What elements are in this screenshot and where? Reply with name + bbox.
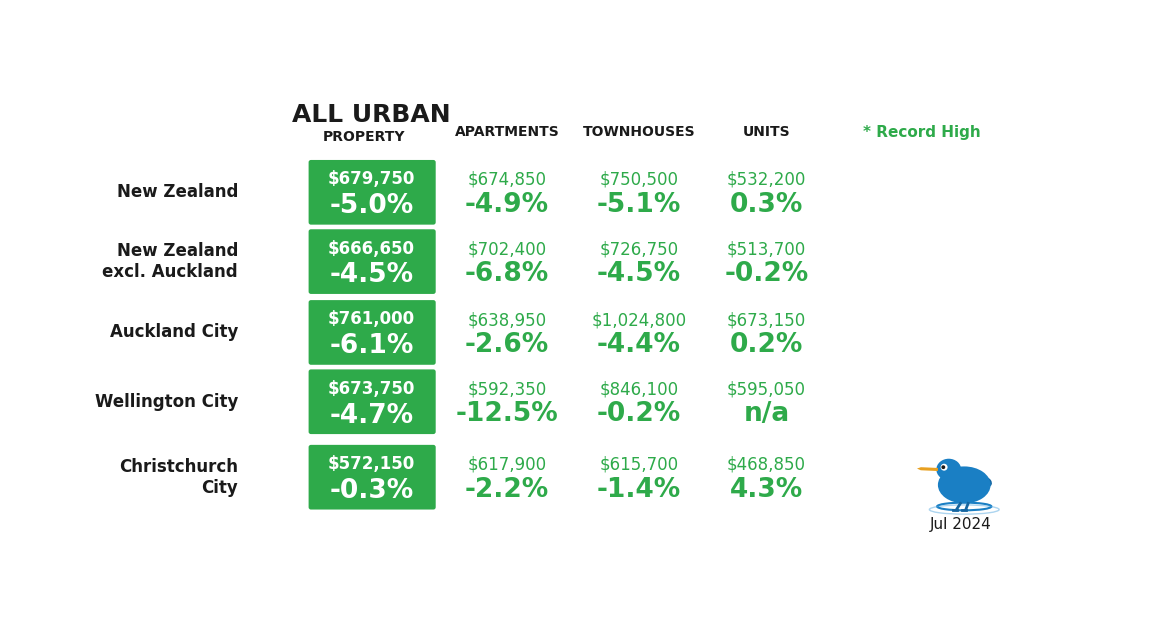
Ellipse shape — [942, 465, 945, 469]
Text: -2.2%: -2.2% — [465, 477, 549, 502]
FancyBboxPatch shape — [308, 445, 435, 509]
Text: -5.0%: -5.0% — [330, 193, 414, 219]
Ellipse shape — [938, 467, 991, 504]
Text: 0.2%: 0.2% — [730, 332, 804, 358]
Text: $761,000: $761,000 — [327, 310, 415, 328]
FancyBboxPatch shape — [308, 229, 435, 294]
Text: $513,700: $513,700 — [727, 240, 806, 259]
Text: $846,100: $846,100 — [599, 380, 678, 399]
Text: -1.4%: -1.4% — [597, 477, 680, 502]
Text: Auckland City: Auckland City — [110, 323, 238, 341]
Text: $673,150: $673,150 — [727, 311, 806, 329]
Text: $572,150: $572,150 — [327, 455, 415, 473]
Text: New Zealand: New Zealand — [116, 183, 238, 202]
Text: PROPERTY: PROPERTY — [323, 130, 405, 144]
Text: TOWNHOUSES: TOWNHOUSES — [583, 125, 696, 140]
Text: -12.5%: -12.5% — [455, 401, 558, 427]
Text: -6.1%: -6.1% — [330, 333, 414, 359]
Text: -2.6%: -2.6% — [465, 332, 549, 358]
Ellipse shape — [936, 459, 961, 480]
Text: $750,500: $750,500 — [599, 171, 678, 189]
Text: APARTMENTS: APARTMENTS — [455, 125, 560, 140]
Text: $532,200: $532,200 — [727, 171, 806, 189]
Text: ALL URBAN: ALL URBAN — [292, 103, 450, 127]
Text: n/a: n/a — [744, 401, 789, 427]
Text: -4.9%: -4.9% — [465, 191, 549, 218]
Text: -6.8%: -6.8% — [465, 261, 549, 287]
FancyArrow shape — [917, 467, 938, 471]
Text: Christchurch
City: Christchurch City — [120, 458, 238, 497]
Text: $468,850: $468,850 — [727, 456, 806, 474]
Text: UNITS: UNITS — [743, 125, 791, 140]
FancyBboxPatch shape — [308, 300, 435, 365]
Ellipse shape — [941, 464, 948, 470]
Text: $615,700: $615,700 — [599, 456, 678, 474]
Text: * Record High: * Record High — [863, 125, 981, 140]
Text: $666,650: $666,650 — [328, 239, 415, 257]
Text: -0.2%: -0.2% — [725, 261, 808, 287]
Text: -4.4%: -4.4% — [597, 332, 680, 358]
Text: $1,024,800: $1,024,800 — [591, 311, 686, 329]
Text: -0.3%: -0.3% — [330, 478, 414, 504]
Text: -4.5%: -4.5% — [330, 262, 413, 289]
Text: Jul 2024: Jul 2024 — [929, 517, 991, 532]
Text: $679,750: $679,750 — [327, 170, 415, 188]
Text: $673,750: $673,750 — [327, 380, 415, 397]
Text: $674,850: $674,850 — [468, 171, 547, 189]
FancyBboxPatch shape — [308, 160, 435, 225]
Text: $638,950: $638,950 — [467, 311, 547, 329]
Ellipse shape — [977, 476, 992, 488]
Text: Wellington City: Wellington City — [95, 393, 238, 411]
Text: $726,750: $726,750 — [599, 240, 678, 259]
Text: -4.7%: -4.7% — [330, 403, 413, 429]
FancyBboxPatch shape — [308, 369, 435, 434]
Text: $702,400: $702,400 — [467, 240, 547, 259]
Text: -5.1%: -5.1% — [597, 191, 682, 218]
Text: -0.2%: -0.2% — [597, 401, 680, 427]
Text: $592,350: $592,350 — [467, 380, 547, 399]
Text: New Zealand
excl. Auckland: New Zealand excl. Auckland — [102, 242, 238, 281]
Text: 4.3%: 4.3% — [730, 477, 804, 502]
Text: $595,050: $595,050 — [727, 380, 806, 399]
Text: 0.3%: 0.3% — [730, 191, 804, 218]
Text: $617,900: $617,900 — [467, 456, 547, 474]
Text: -4.5%: -4.5% — [597, 261, 680, 287]
